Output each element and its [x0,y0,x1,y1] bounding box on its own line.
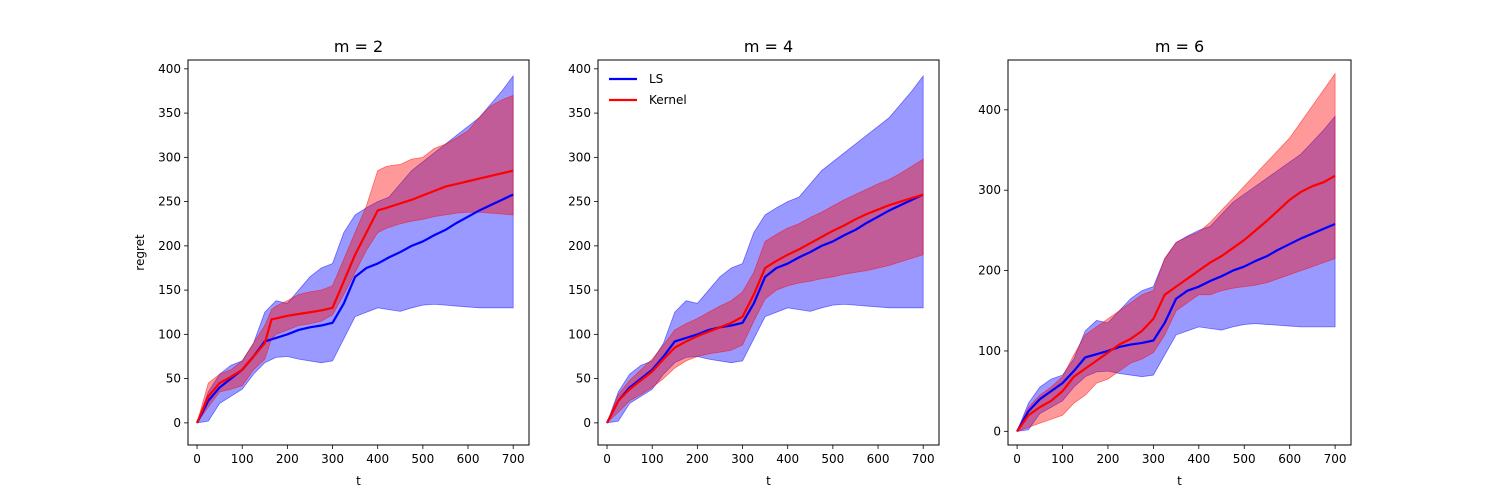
x-tick-label: 0 [1013,452,1021,466]
y-tick-label: 300 [978,183,1001,197]
x-tick-label: 700 [1324,452,1347,466]
legend-label-ls: LS [649,72,663,86]
y-tick-label: 200 [568,239,591,253]
x-tick-label: 0 [603,452,611,466]
x-axis-label: t [766,474,771,488]
series-line-kernel [606,193,924,424]
x-tick-label: 700 [912,452,935,466]
x-tick-label: 700 [502,452,525,466]
plot-area [196,74,514,424]
x-axis-label: t [1177,474,1182,488]
y-tick-label: 350 [158,106,181,120]
y-tick-label: 150 [158,283,181,297]
y-tick-label: 400 [158,62,181,76]
y-tick-label: 0 [993,424,1001,438]
x-axis-label: t [356,474,361,488]
legend-label-kernel: Kernel [649,93,687,107]
y-tick-label: 400 [978,103,1001,117]
y-tick-label: 0 [173,416,181,430]
axes-frame [597,59,940,446]
chart-title: m = 6 [1155,37,1204,56]
y-tick-label: 100 [978,344,1001,358]
y-axis-label: regret [133,234,147,271]
x-tick-label: 400 [366,452,389,466]
x-tick-label: 100 [641,452,664,466]
x-tick-label: 200 [276,452,299,466]
x-tick-label: 200 [686,452,709,466]
chart-title: m = 2 [334,37,383,56]
y-tick-label: 250 [158,195,181,209]
axes-frame [1007,59,1352,446]
x-tick-label: 100 [231,452,254,466]
x-tick-label: 100 [1051,452,1074,466]
x-tick-label: 600 [457,452,480,466]
y-tick-label: 200 [978,264,1001,278]
y-tick-label: 400 [568,62,591,76]
x-tick-label: 400 [1187,452,1210,466]
x-tick-label: 500 [821,452,844,466]
y-tick-label: 100 [568,327,591,341]
x-tick-label: 400 [776,452,799,466]
series-line-kernel [1016,174,1336,432]
x-tick-label: 600 [867,452,890,466]
band-kernel [196,94,514,424]
y-tick-label: 350 [568,106,591,120]
series-line-kernel [196,169,514,424]
x-tick-label: 600 [1278,452,1301,466]
panel-3: 0 100 200 300 400 500 600 700 0 100 200 300 400 m = 6… [978,37,1352,488]
y-tick-label: 250 [568,195,591,209]
y-tick-label: 300 [158,150,181,164]
x-tick-label: 300 [1142,452,1165,466]
x-tick-label: 0 [193,452,201,466]
axes-frame [187,59,530,446]
x-tick-label: 300 [321,452,344,466]
y-tick-label: 300 [568,150,591,164]
y-tick-label: 50 [576,372,591,386]
panel-2: 0 100 200 300 400 500 600 700 0 50 100 150 200 250 300… [568,37,940,488]
y-tick-label: 50 [166,372,181,386]
plot-area [1016,72,1336,433]
y-tick-label: 200 [158,239,181,253]
x-tick-label: 200 [1096,452,1119,466]
plot-area [606,74,924,424]
y-tick-label: 0 [583,416,591,430]
band-kernel [1016,72,1336,433]
series-line-ls [606,193,924,424]
x-tick-label: 300 [731,452,754,466]
panel-1: 0 100 200 300 400 500 600 700 0 50 100 150 200 250 300… [133,37,530,488]
y-tick-label: 100 [158,327,181,341]
y-tick-label: 150 [568,283,591,297]
legend: LS Kernel [609,72,687,107]
x-tick-label: 500 [411,452,434,466]
x-tick-label: 500 [1233,452,1256,466]
chart-title: m = 4 [744,37,793,56]
series-line-ls [1016,222,1336,432]
